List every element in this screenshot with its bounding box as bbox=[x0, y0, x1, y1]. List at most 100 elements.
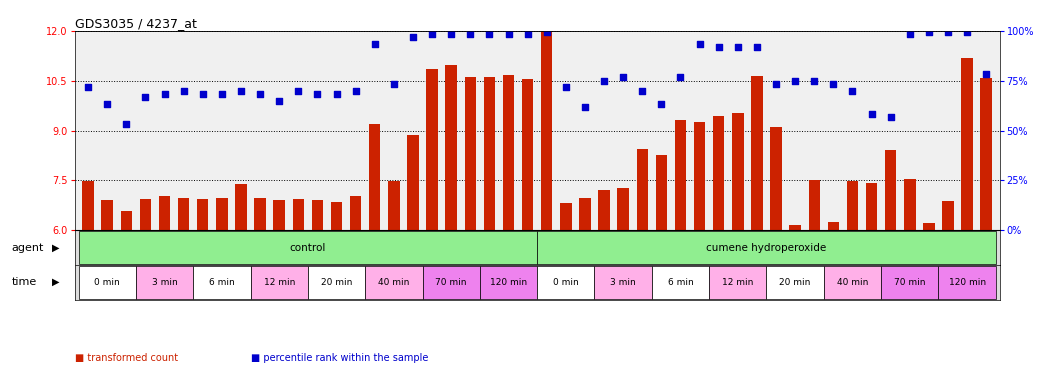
Bar bbox=[273, 200, 284, 230]
Point bbox=[118, 121, 135, 127]
Bar bbox=[847, 182, 858, 230]
Point bbox=[481, 31, 497, 37]
Bar bbox=[943, 201, 954, 230]
Bar bbox=[79, 266, 136, 299]
Point bbox=[901, 31, 918, 37]
Text: 6 min: 6 min bbox=[667, 278, 693, 287]
Point bbox=[710, 44, 727, 50]
Point bbox=[653, 101, 670, 107]
Text: 40 min: 40 min bbox=[378, 278, 410, 287]
Bar bbox=[407, 135, 418, 230]
Bar bbox=[197, 199, 209, 230]
Text: 3 min: 3 min bbox=[152, 278, 177, 287]
Point bbox=[175, 88, 192, 94]
Point bbox=[939, 29, 956, 35]
Bar bbox=[388, 182, 400, 230]
Bar bbox=[981, 78, 992, 230]
Bar bbox=[293, 199, 304, 230]
Point bbox=[691, 41, 708, 47]
Bar bbox=[904, 179, 916, 230]
Point bbox=[328, 91, 345, 97]
Point bbox=[805, 78, 822, 84]
Point bbox=[500, 31, 517, 37]
Text: 70 min: 70 min bbox=[435, 278, 467, 287]
Bar bbox=[752, 76, 763, 230]
Point bbox=[157, 91, 173, 97]
Text: 0 min: 0 min bbox=[94, 278, 120, 287]
Point bbox=[596, 78, 612, 84]
Bar bbox=[250, 266, 308, 299]
Point bbox=[557, 84, 574, 90]
Bar bbox=[675, 120, 686, 230]
Bar bbox=[656, 155, 667, 230]
Bar bbox=[236, 184, 247, 230]
Bar bbox=[308, 266, 365, 299]
Bar bbox=[693, 122, 705, 230]
Text: 120 min: 120 min bbox=[490, 278, 527, 287]
Bar bbox=[595, 266, 652, 299]
Point bbox=[252, 91, 269, 97]
Point bbox=[233, 88, 249, 94]
Text: 12 min: 12 min bbox=[264, 278, 295, 287]
Bar bbox=[311, 200, 323, 230]
Bar bbox=[885, 150, 897, 230]
Bar bbox=[538, 231, 995, 264]
Bar bbox=[652, 266, 709, 299]
Bar bbox=[881, 266, 938, 299]
Bar bbox=[824, 266, 881, 299]
Point bbox=[825, 81, 842, 87]
Text: control: control bbox=[290, 243, 326, 253]
Point bbox=[271, 98, 288, 104]
Bar bbox=[538, 266, 595, 299]
Bar bbox=[732, 113, 743, 230]
Point bbox=[539, 29, 555, 35]
Bar bbox=[82, 182, 93, 230]
Bar bbox=[961, 58, 973, 230]
Text: 70 min: 70 min bbox=[894, 278, 926, 287]
Bar bbox=[368, 124, 381, 230]
Text: time: time bbox=[11, 277, 37, 287]
Point bbox=[424, 31, 440, 37]
Point bbox=[214, 91, 230, 97]
Point bbox=[921, 29, 937, 35]
Text: cumene hydroperoxide: cumene hydroperoxide bbox=[706, 243, 826, 253]
Bar bbox=[541, 31, 552, 230]
Point bbox=[405, 34, 421, 40]
Text: agent: agent bbox=[11, 243, 45, 253]
Bar bbox=[709, 266, 766, 299]
Text: ▶: ▶ bbox=[52, 277, 59, 287]
Point bbox=[309, 91, 326, 97]
Bar bbox=[120, 212, 132, 230]
Point bbox=[290, 88, 306, 94]
Bar bbox=[636, 149, 648, 230]
Bar bbox=[923, 223, 934, 230]
Point bbox=[730, 44, 746, 50]
Point bbox=[978, 71, 994, 77]
Text: 40 min: 40 min bbox=[837, 278, 868, 287]
Bar bbox=[254, 198, 266, 230]
Bar bbox=[579, 198, 591, 230]
Point bbox=[443, 31, 460, 37]
Text: 12 min: 12 min bbox=[722, 278, 754, 287]
Point bbox=[959, 29, 976, 35]
Point bbox=[385, 81, 402, 87]
Point bbox=[844, 88, 861, 94]
Bar bbox=[350, 196, 361, 230]
Point bbox=[462, 31, 479, 37]
Bar bbox=[522, 79, 534, 230]
Text: GDS3035 / 4237_at: GDS3035 / 4237_at bbox=[75, 17, 196, 30]
Bar bbox=[102, 200, 113, 230]
Point bbox=[519, 31, 536, 37]
Bar bbox=[713, 116, 725, 230]
Bar bbox=[866, 183, 877, 230]
Point bbox=[80, 84, 97, 90]
Bar bbox=[598, 190, 609, 230]
Point bbox=[864, 111, 880, 117]
Point bbox=[348, 88, 364, 94]
Point bbox=[194, 91, 211, 97]
Bar bbox=[331, 202, 343, 230]
Bar bbox=[140, 199, 152, 230]
Bar bbox=[427, 70, 438, 230]
Bar bbox=[365, 266, 422, 299]
Bar bbox=[766, 266, 824, 299]
